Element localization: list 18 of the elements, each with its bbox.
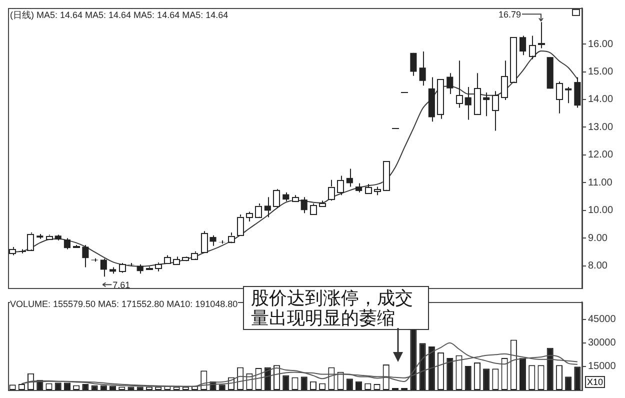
y-tick-label: 15.00 bbox=[588, 66, 614, 78]
chart-title: (日线) MA5: 14.64 MA5: 14.64 MA5: 14.64 MA5: 14.64 bbox=[10, 9, 228, 22]
y-tick-label: 8.00 bbox=[588, 260, 608, 272]
y-tick-label: 11.00 bbox=[588, 177, 613, 188]
y-tick-label: 14.00 bbox=[588, 94, 614, 106]
y-tick-label: 12.00 bbox=[588, 150, 614, 161]
text: X10 bbox=[585, 376, 606, 388]
y-tick-label: 10.00 bbox=[588, 205, 614, 216]
y-tick-label: 30000 bbox=[588, 338, 616, 349]
y-tick-label: 15000 bbox=[588, 361, 616, 372]
annotation: 16.79 bbox=[498, 10, 521, 20]
y-tick-label: 45000 bbox=[588, 314, 616, 326]
annotation: 股价达到涨停，成交量出现明显的萎缩 bbox=[243, 286, 429, 330]
y-tick-label: 13.00 bbox=[588, 122, 614, 133]
y-tick-label: 9.00 bbox=[588, 232, 608, 244]
y-tick-label: 16.00 bbox=[588, 38, 614, 50]
annotation: 7.61 bbox=[112, 280, 130, 290]
chart-title: VOLUME: 155579.50 MA5: 171552.80 MA10: 191048.80 bbox=[10, 299, 238, 309]
